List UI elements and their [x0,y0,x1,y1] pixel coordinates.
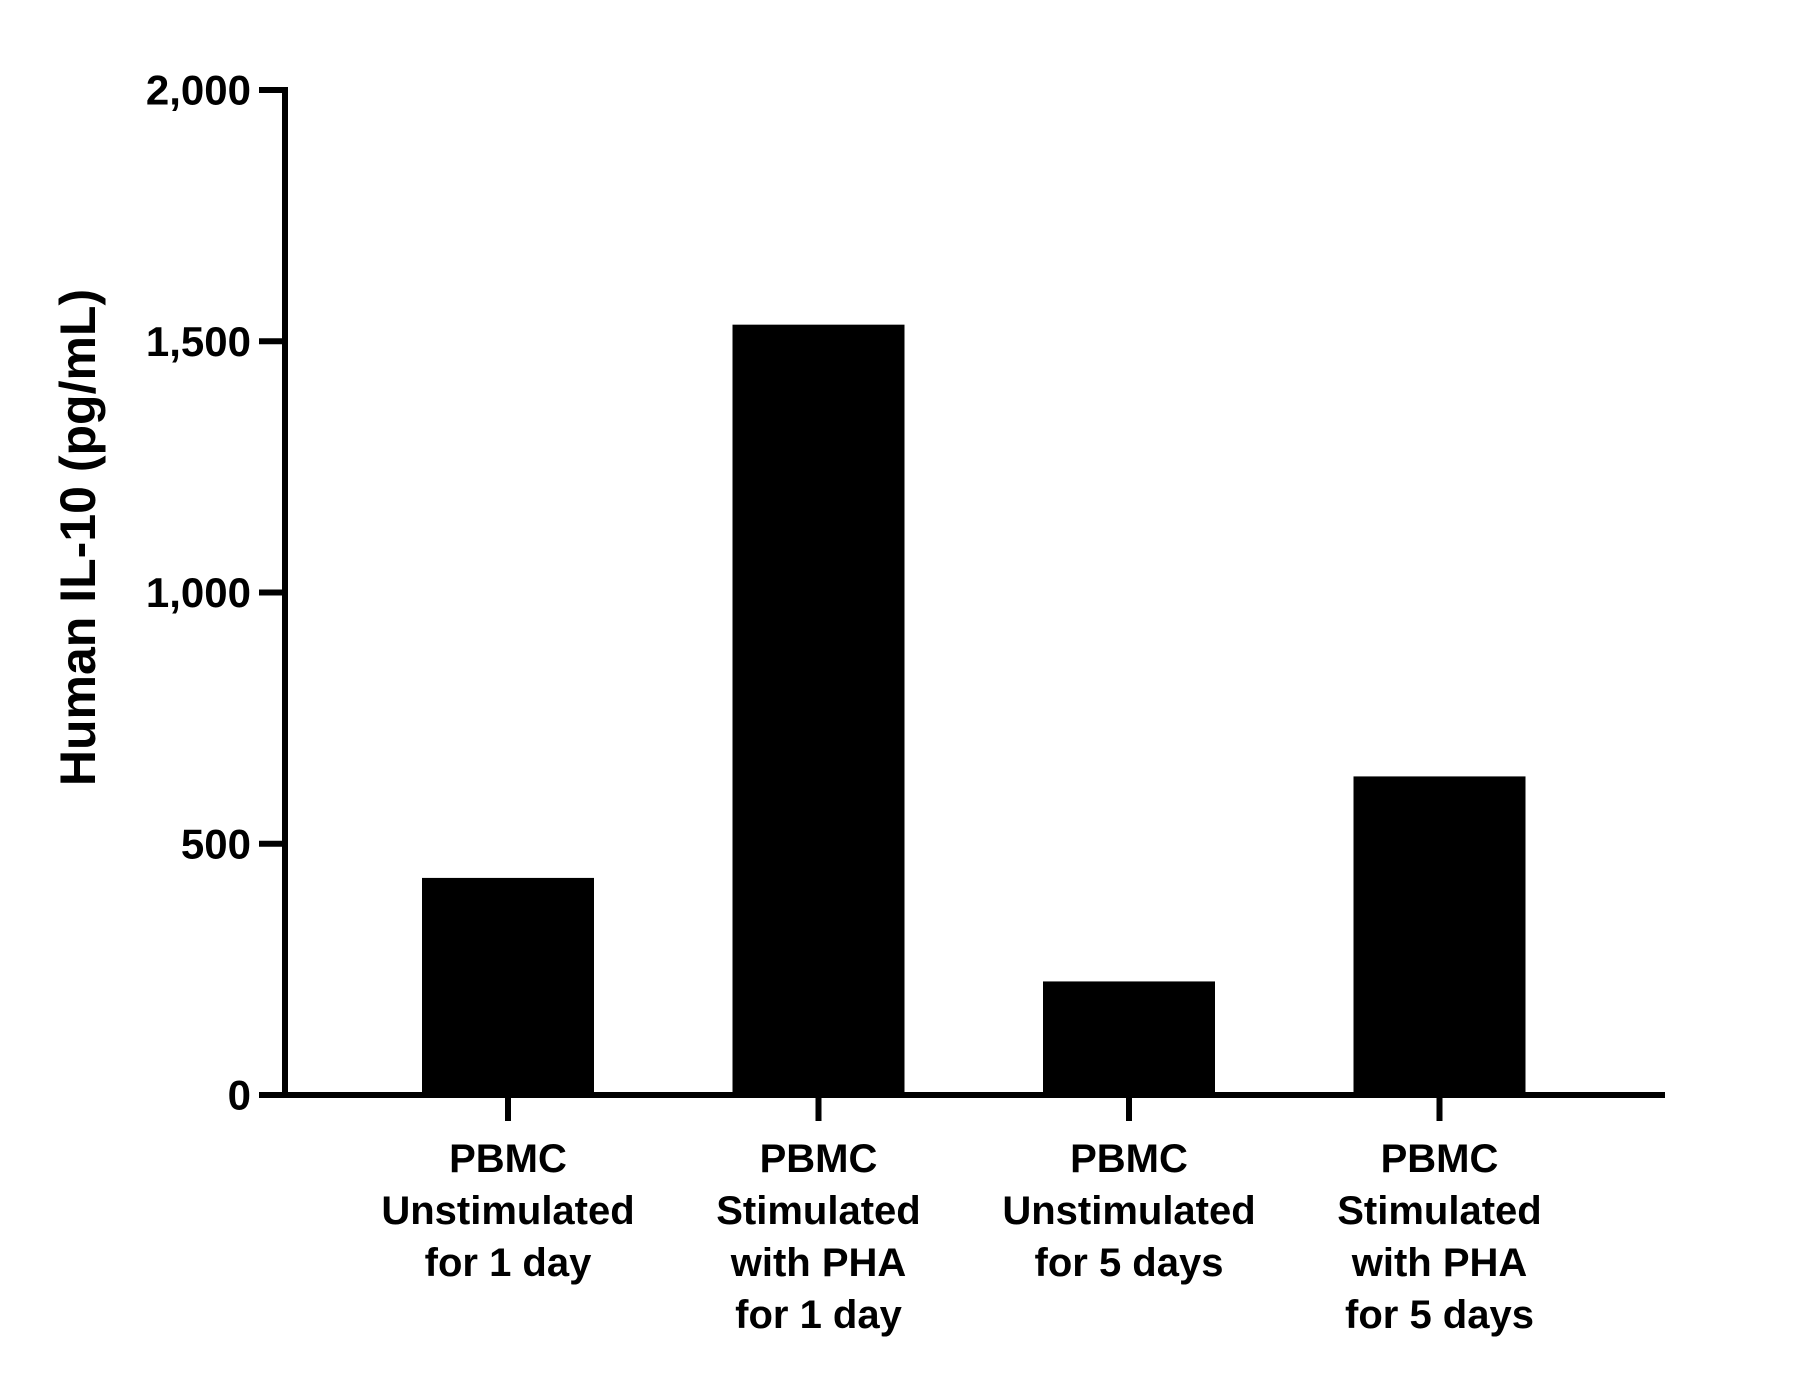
x-category-label-line: with PHA [730,1241,907,1285]
bar-2 [732,324,905,1096]
y-tick-label: 1,000 [146,569,251,616]
x-category-label-line: for 1 day [735,1293,902,1337]
y-tick-label: 500 [181,820,251,867]
x-category-label-line: Stimulated [716,1189,920,1233]
x-category-label-line: PBMC [760,1137,878,1181]
axes-layer [259,87,1665,1121]
x-category-label-line: PBMC [1381,1137,1499,1181]
y-axis-title: Human IL-10 (pg/mL) [50,289,106,786]
y-tick-label: 2,000 [146,67,251,114]
bar-4 [1353,776,1526,1095]
y-tick-label: 1,500 [146,318,251,365]
x-category-label-line: PBMC [449,1137,567,1181]
labels-layer: 0 500 1,000 1,500 2,000 PBMC Unstimulated for 1… [146,67,1542,1338]
bar-1 [422,877,594,1095]
x-category-label-3: PBMC Unstimulated for 5 days [1002,1137,1255,1285]
x-category-label-line: for 5 days [1035,1241,1224,1285]
x-category-label-4: PBMC Stimulated with PHA for 5 days [1337,1137,1541,1337]
bar-3 [1043,981,1215,1095]
bars-layer [422,324,1526,1096]
x-category-label-line: for 1 day [425,1241,592,1285]
x-category-label-line: for 5 days [1345,1293,1534,1337]
x-category-label-2: PBMC Stimulated with PHA for 1 day [716,1137,920,1337]
y-tick-label: 0 [228,1072,251,1119]
x-category-label-line: Unstimulated [381,1189,634,1233]
x-category-label-line: Unstimulated [1002,1189,1255,1233]
x-category-label-line: Stimulated [1337,1189,1541,1233]
x-category-label-line: PBMC [1070,1137,1188,1181]
x-category-label-line: with PHA [1351,1241,1528,1285]
x-category-label-1: PBMC Unstimulated for 1 day [381,1137,634,1285]
